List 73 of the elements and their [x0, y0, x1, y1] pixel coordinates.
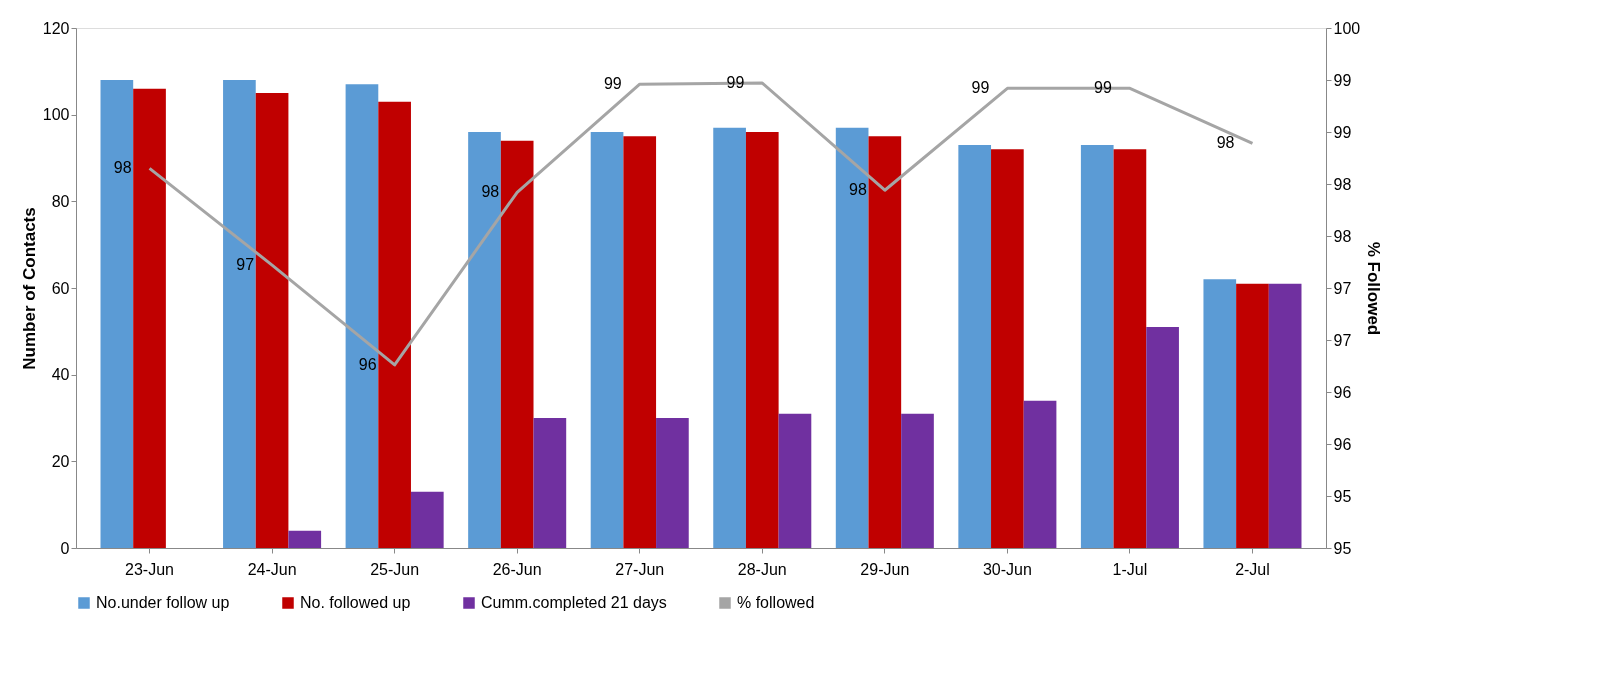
x-tick-label: 27-Jun — [615, 560, 665, 578]
bar — [901, 413, 934, 548]
y-tick-label: 100 — [42, 106, 70, 124]
bar — [745, 132, 779, 548]
bar — [288, 530, 322, 548]
data-label: 97 — [236, 256, 255, 274]
bar — [1023, 400, 1057, 548]
bar — [778, 413, 812, 548]
bar — [713, 127, 746, 548]
bar — [410, 491, 444, 548]
bar — [1268, 283, 1302, 548]
bar — [500, 140, 534, 548]
bar — [623, 136, 657, 548]
data-label: 99 — [1094, 79, 1113, 97]
x-tick-label: 1-Jul — [1112, 560, 1148, 578]
x-tick-label: 30-Jun — [982, 560, 1032, 578]
x-tick-label: 2-Jul — [1235, 560, 1270, 578]
bar — [991, 149, 1024, 548]
y2-tick-label: 100 — [1333, 19, 1361, 37]
bar — [533, 418, 567, 548]
bar — [835, 127, 869, 548]
y2-axis-title: % Followed — [1364, 241, 1384, 336]
y2-tick-label: 98 — [1333, 175, 1352, 193]
bar — [100, 80, 134, 548]
y2-tick-label: 99 — [1333, 71, 1352, 89]
y2-tick-label: 95 — [1333, 539, 1352, 557]
bar — [378, 101, 411, 548]
bar — [1203, 279, 1237, 548]
bar — [868, 136, 902, 548]
data-label: 98 — [849, 181, 867, 199]
bar — [656, 418, 689, 548]
y-axis-title: Number of Contacts — [19, 207, 39, 370]
y-tick-label: 80 — [51, 192, 70, 210]
data-label: 99 — [603, 75, 622, 93]
y2-tick-label: 99 — [1333, 123, 1352, 141]
x-tick-label: 29-Jun — [860, 560, 910, 578]
data-label: 96 — [358, 355, 377, 373]
y2-tick-label: 97 — [1333, 279, 1352, 297]
y2-tick-label: 96 — [1333, 435, 1352, 453]
data-label: 98 — [481, 183, 500, 201]
y2-tick-label: 95 — [1333, 487, 1352, 505]
legend-label: % followed — [737, 594, 815, 611]
data-label: 99 — [971, 79, 990, 97]
y-tick-label: 120 — [42, 19, 70, 37]
data-label: 98 — [113, 159, 132, 177]
bar — [1113, 149, 1147, 548]
bar — [223, 80, 256, 548]
data-label: 99 — [726, 74, 745, 92]
x-tick-label: 23-Jun — [125, 560, 174, 578]
legend-label: Cumm.completed 21 days — [481, 594, 667, 611]
data-label: 98 — [1216, 134, 1235, 152]
bar — [590, 132, 624, 548]
x-tick-label: 28-Jun — [737, 560, 787, 578]
y2-tick-label: 96 — [1333, 383, 1352, 401]
bar — [345, 84, 379, 548]
y2-tick-label: 97 — [1333, 331, 1352, 349]
y-tick-label: 20 — [51, 452, 70, 470]
y2-tick-label: 98 — [1333, 227, 1352, 245]
x-tick-label: 24-Jun — [247, 560, 297, 578]
bar — [1080, 145, 1114, 548]
y-tick-label: 60 — [51, 279, 70, 297]
bar — [468, 132, 501, 548]
bar — [133, 88, 166, 548]
y-tick-label: 40 — [51, 366, 70, 384]
x-tick-label: 26-Jun — [492, 560, 542, 578]
legend-label: No.under follow up — [96, 594, 230, 611]
bar — [958, 145, 992, 548]
x-tick-label: 25-Jun — [370, 560, 420, 578]
bar — [1236, 283, 1269, 548]
legend-label: No. followed up — [300, 594, 411, 611]
bar — [255, 93, 289, 548]
y-tick-label: 0 — [60, 539, 70, 557]
bar — [1146, 327, 1179, 548]
